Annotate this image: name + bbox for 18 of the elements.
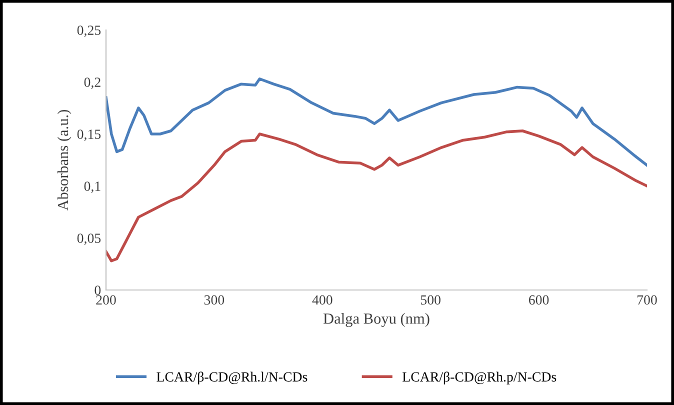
x-tick-label: 600: [528, 295, 549, 305]
x-tick-label: 500: [420, 295, 440, 305]
y-tick-label: 0: [94, 286, 101, 295]
x-tick-label: 300: [204, 295, 224, 305]
legend-label: LCAR/β-CD@Rh.p/N-CDs: [402, 372, 556, 384]
x-tick-label: 200: [96, 295, 116, 305]
line-series: [106, 77, 647, 167]
y-tick-label: 0,15: [77, 130, 101, 141]
y-tick-label: 0,2: [84, 78, 100, 89]
x-axis-title: Dalga Boyu (nm): [323, 313, 430, 327]
y-tick-label: 0,1: [84, 182, 100, 193]
y-tick-label: 0,25: [77, 26, 101, 37]
x-tick-label: 400: [312, 295, 332, 305]
legend-label: LCAR/β-CD@Rh.l/N-CDs: [156, 372, 308, 384]
y-axis-title: Absorbans (a.u.): [57, 110, 72, 211]
y-tick-label: 0,05: [77, 234, 101, 245]
line-series: [106, 129, 647, 262]
x-tick-label: 700: [638, 295, 657, 305]
